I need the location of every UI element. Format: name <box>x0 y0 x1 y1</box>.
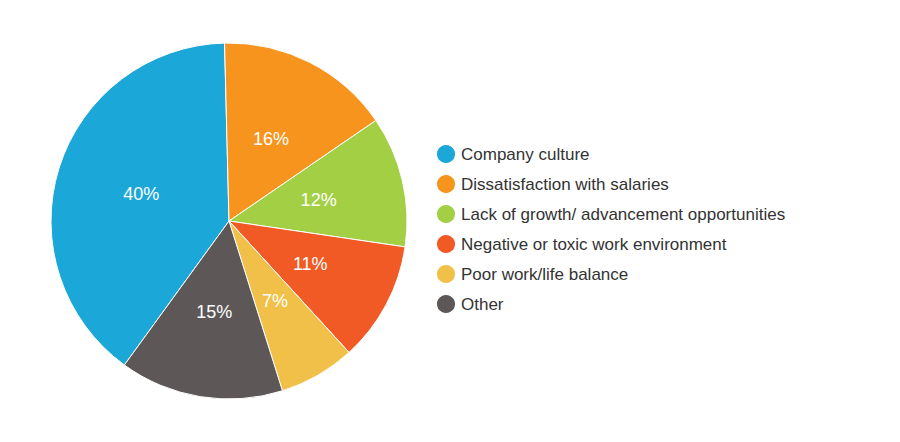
svg-text:40%: 40% <box>123 184 159 204</box>
svg-text:Other: Other <box>461 295 504 314</box>
svg-text:16%: 16% <box>253 129 289 149</box>
svg-text:Poor work/life balance: Poor work/life balance <box>461 265 628 284</box>
svg-text:Negative or toxic work environ: Negative or toxic work environment <box>461 235 727 254</box>
svg-text:Lack of growth/ advancement op: Lack of growth/ advancement opportunitie… <box>461 205 785 224</box>
svg-text:Company culture: Company culture <box>461 145 590 164</box>
svg-text:Dissatisfaction with salaries: Dissatisfaction with salaries <box>461 175 669 194</box>
svg-text:7%: 7% <box>262 291 288 311</box>
svg-text:12%: 12% <box>301 190 337 210</box>
svg-text:11%: 11% <box>293 254 328 274</box>
svg-text:15%: 15% <box>196 302 232 322</box>
